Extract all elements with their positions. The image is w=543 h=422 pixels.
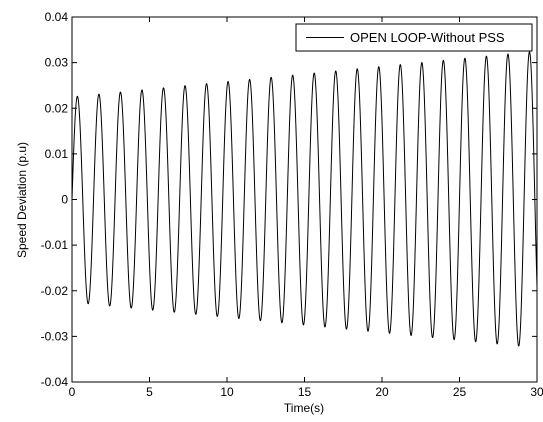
legend: OPEN LOOP-Without PSS bbox=[295, 23, 533, 52]
series-line-0 bbox=[71, 51, 538, 347]
y-tick-label-2: -0.02 bbox=[41, 284, 69, 298]
x-axis-label: Time(s) bbox=[284, 401, 324, 415]
y-tick-label-6: 0.02 bbox=[45, 101, 69, 115]
y-tick-label-1: -0.03 bbox=[41, 329, 69, 343]
x-tick-label-2: 10 bbox=[220, 385, 234, 399]
y-axis-label: Speed Deviation (p.u) bbox=[15, 142, 29, 258]
x-tick-label-1: 5 bbox=[146, 385, 153, 399]
x-tick-label-5: 25 bbox=[453, 385, 467, 399]
y-tick-label-3: -0.01 bbox=[41, 238, 69, 252]
x-tick-label-4: 20 bbox=[375, 385, 389, 399]
x-tick-labels: 0 5 10 15 20 25 30 bbox=[69, 385, 543, 399]
y-tick-label-7: 0.03 bbox=[45, 56, 69, 70]
series-layer bbox=[71, 51, 538, 347]
plot-area bbox=[72, 17, 537, 382]
y-tick-label-5: 0.01 bbox=[45, 147, 69, 161]
x-tick-label-0: 0 bbox=[69, 385, 76, 399]
ticks-layer bbox=[71, 16, 538, 383]
x-tick-label-3: 15 bbox=[298, 385, 312, 399]
y-tick-label-8: 0.04 bbox=[45, 10, 69, 24]
legend-label: OPEN LOOP-Without PSS bbox=[350, 30, 505, 45]
y-tick-labels: -0.04 -0.03 -0.02 -0.01 0 0.01 0.02 0.03 0.04 bbox=[41, 10, 69, 389]
y-tick-label-4: 0 bbox=[61, 193, 68, 207]
y-tick-label-0: -0.04 bbox=[41, 375, 69, 389]
x-tick-label-6: 30 bbox=[530, 385, 543, 399]
